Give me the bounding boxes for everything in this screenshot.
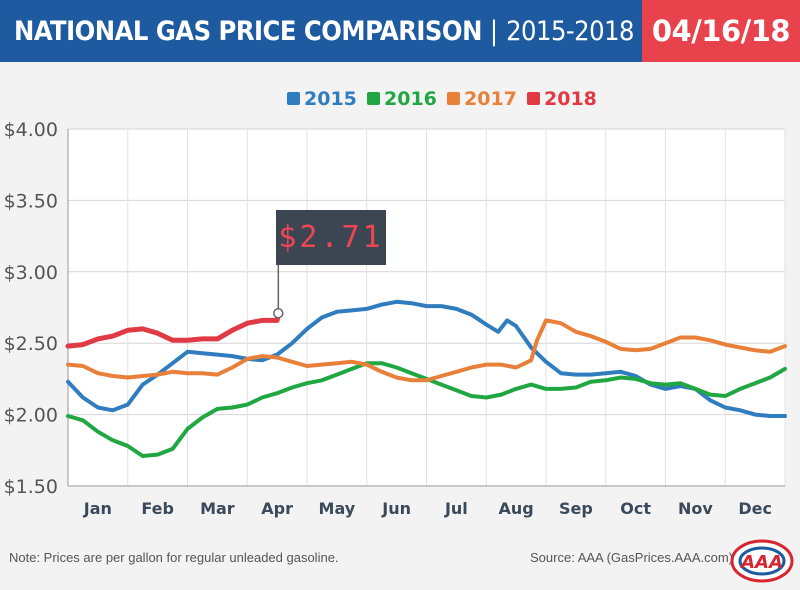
annotation-text: $2.71 [278, 220, 383, 255]
x-axis: Jan Feb Mar Apr May Jun Jul Aug Sep Oct Nov Dec [83, 499, 772, 518]
annotation-marker [273, 307, 284, 319]
x-tick-label: Aug [499, 499, 534, 518]
x-tick-label: Oct [620, 499, 651, 518]
header-date: 04/16/18 [651, 14, 791, 48]
y-tick-label: $1.50 [4, 476, 58, 498]
y-tick-label: $2.00 [4, 405, 58, 427]
legend-swatch-2018 [527, 92, 540, 105]
legend-label-2018: 2018 [544, 88, 597, 110]
y-tick-label: $3.00 [4, 262, 58, 284]
header-title: NATIONAL GAS PRICE COMPARISON [14, 15, 482, 47]
series-line-2015 [66, 299, 787, 418]
x-tick-label: Feb [141, 499, 174, 518]
y-tick-label: $2.50 [4, 333, 58, 355]
price-annotation: $2.71 [273, 210, 386, 319]
gas-price-chart: 2015 2016 2017 2018 $4.00 $3.50 $3.00 $2.50 $2.… [4, 88, 787, 518]
chart-legend: 2015 2016 2017 2018 [287, 88, 597, 110]
header-date-box: 04/16/18 [642, 0, 800, 62]
aaa-logo-text: AAA [739, 552, 783, 573]
legend-label-2015: 2015 [304, 88, 357, 110]
grid-lines [67, 128, 786, 487]
x-tick-label: May [319, 499, 356, 518]
legend-swatch-2016 [367, 92, 380, 105]
x-tick-label: Mar [200, 499, 235, 518]
header: NATIONAL GAS PRICE COMPARISON | 2015-201… [0, 0, 800, 62]
footer-note: Note: Prices are per gallon for regular … [9, 550, 339, 565]
aaa-logo: AAA [730, 539, 794, 583]
series-line-2017 [66, 318, 787, 383]
x-tick-label: Jul [444, 499, 468, 518]
legend-swatch-2015 [287, 92, 300, 105]
legend-label-2016: 2016 [384, 88, 437, 110]
footer-source: Source: AAA (GasPrices.AAA.com) [530, 550, 734, 565]
x-tick-label: Nov [678, 499, 713, 518]
series-lines [65, 299, 787, 458]
annotation-box [276, 210, 386, 265]
legend-swatch-2017 [447, 92, 460, 105]
x-tick-label: Sep [559, 499, 593, 518]
y-tick-label: $4.00 [4, 119, 58, 141]
legend-label-2017: 2017 [464, 88, 517, 110]
x-tick-label: Jun [381, 499, 411, 518]
header-years: 2015-2018 [506, 15, 634, 47]
y-axis: $4.00 $3.50 $3.00 $2.50 $2.00 $1.50 [4, 119, 58, 498]
x-tick-label: Jan [83, 499, 112, 518]
header-title-bar: NATIONAL GAS PRICE COMPARISON | 2015-201… [0, 0, 642, 62]
x-tick-label: Dec [738, 499, 772, 518]
x-tick-label: Apr [261, 499, 293, 518]
header-separator: | [489, 15, 499, 47]
series-line-2018 [65, 310, 281, 349]
y-tick-label: $3.50 [4, 190, 58, 212]
